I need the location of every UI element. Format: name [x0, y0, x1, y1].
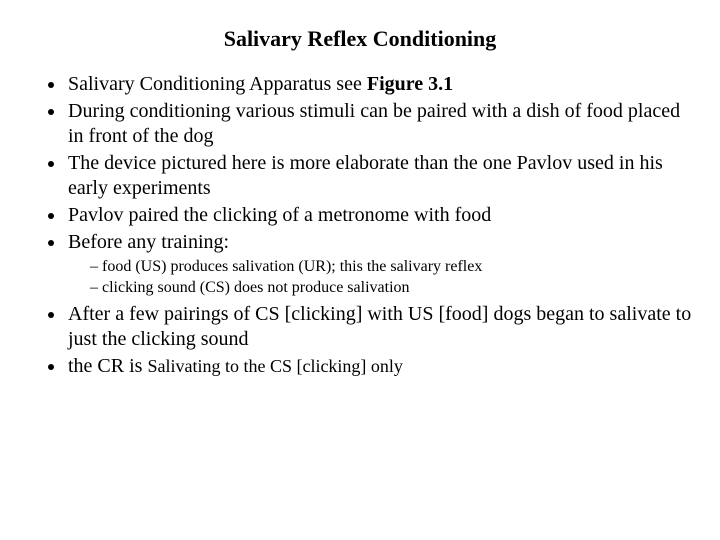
slide-container: Salivary Reflex Conditioning Salivary Co… [0, 0, 720, 540]
bullet-item-2: During conditioning various stimuli can … [66, 99, 692, 149]
bullet-item-6: After a few pairings of CS [clicking] wi… [66, 302, 692, 352]
bullet-list: Salivary Conditioning Apparatus see Figu… [28, 72, 692, 379]
bullet-1-text-bold: Figure 3.1 [367, 73, 453, 95]
bullet-item-3: The device pictured here is more elabora… [66, 151, 692, 201]
bullet-7-text-trail: Salivating to the CS [clicking] only [147, 356, 402, 376]
bullet-item-1: Salivary Conditioning Apparatus see Figu… [66, 72, 692, 97]
sub-bullet-2: clicking sound (CS) does not produce sal… [90, 278, 692, 298]
slide-title: Salivary Reflex Conditioning [28, 26, 692, 52]
bullet-5-text: Before any training: [68, 231, 229, 253]
sub-bullet-1: food (US) produces salivation (UR); this… [90, 257, 692, 277]
bullet-7-text-pre: the CR is [68, 355, 147, 377]
sub-bullet-list: food (US) produces salivation (UR); this… [68, 257, 692, 298]
bullet-1-text-pre: Salivary Conditioning Apparatus see [68, 73, 367, 95]
bullet-item-5: Before any training: food (US) produces … [66, 230, 692, 298]
bullet-item-4: Pavlov paired the clicking of a metronom… [66, 203, 692, 228]
bullet-item-7: the CR is Salivating to the CS [clicking… [66, 354, 692, 379]
